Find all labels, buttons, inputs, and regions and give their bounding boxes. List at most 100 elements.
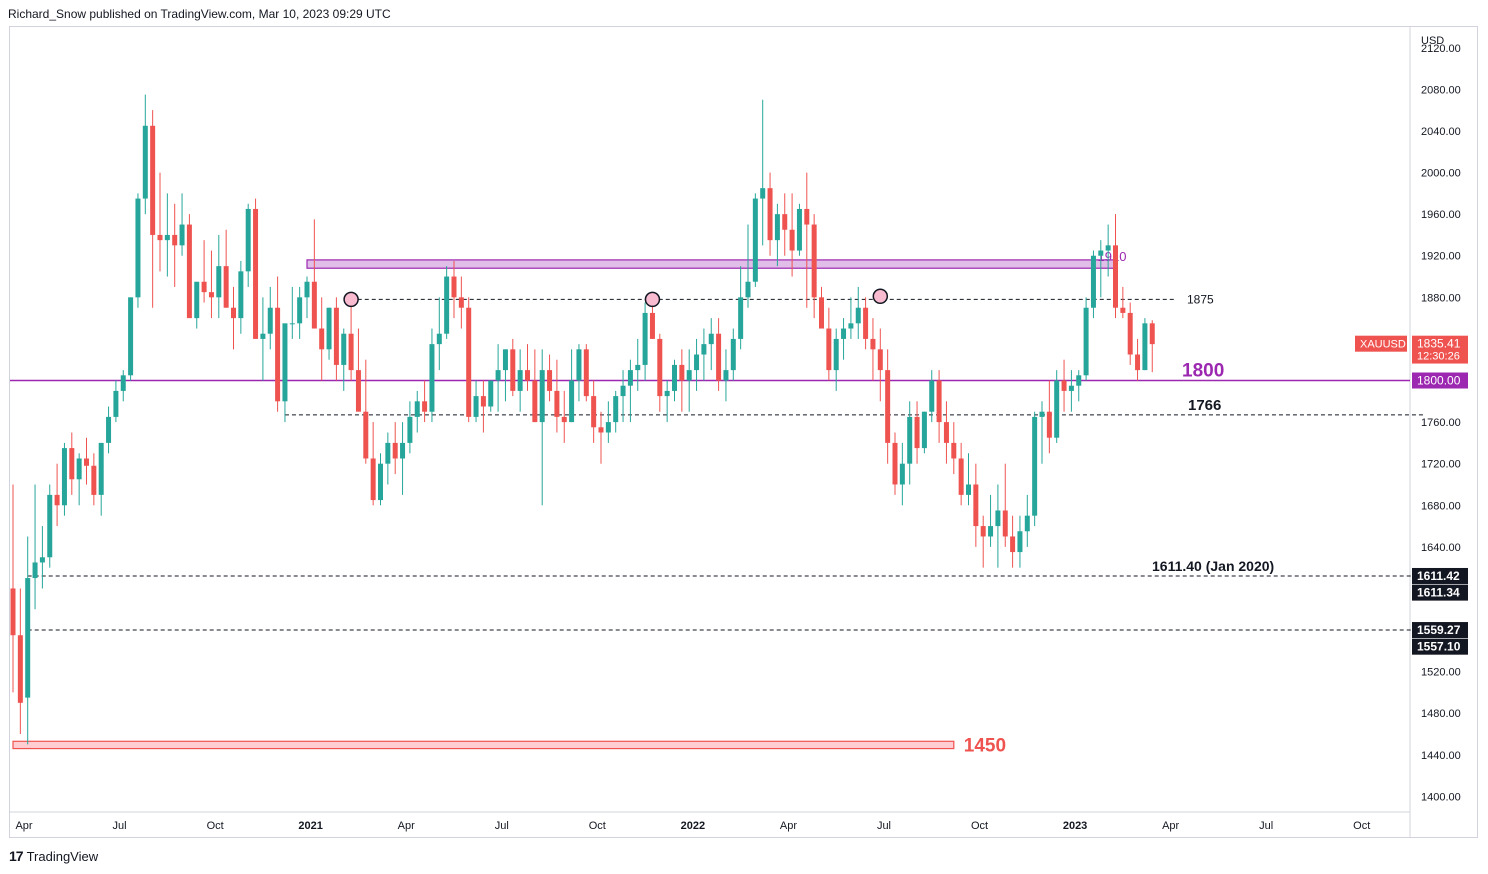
candle-body: [774, 214, 780, 241]
candle: [495, 344, 501, 412]
candle-body: [289, 323, 295, 325]
candle-body: [532, 380, 538, 423]
candle: [1010, 515, 1016, 568]
tradingview-footer[interactable]: 17 TradingView: [9, 848, 98, 864]
x-tick-label: Oct: [589, 820, 606, 832]
candle-body: [128, 297, 134, 376]
candle: [752, 193, 758, 287]
candle: [1142, 318, 1148, 371]
candle-body: [708, 333, 714, 345]
candle-body: [451, 276, 457, 298]
x-tick-label: 2023: [1063, 820, 1087, 832]
candle: [605, 401, 611, 443]
candle-body: [253, 208, 259, 339]
candle-body: [804, 208, 810, 225]
candle-body: [672, 364, 677, 391]
candle: [649, 302, 655, 339]
price-tag-label: 1557.10: [1417, 640, 1461, 654]
price-tag-bg: [1412, 567, 1468, 584]
candle: [172, 203, 178, 287]
y-tick-label: 1520.00: [1421, 667, 1461, 679]
candle: [598, 411, 604, 464]
y-tick-label: 1920.00: [1421, 251, 1461, 263]
candle: [583, 344, 589, 402]
x-tick-label: Jul: [495, 820, 509, 832]
candle-body: [10, 588, 16, 636]
candle-body: [1149, 323, 1155, 345]
candle-body: [172, 234, 178, 246]
candle: [892, 432, 898, 495]
chart-frame[interactable]: [9, 26, 1478, 838]
candle: [304, 276, 310, 319]
candle: [738, 266, 744, 350]
candle-body: [348, 333, 354, 371]
candle: [782, 193, 788, 256]
candle: [1002, 463, 1008, 547]
price-tag-label: 1559.27: [1417, 623, 1461, 637]
candle: [194, 281, 200, 329]
candle: [502, 349, 508, 402]
candle: [591, 380, 597, 443]
price-tag-label: 1835.41: [1417, 337, 1461, 351]
candle-body: [76, 458, 82, 480]
candle-body: [231, 307, 236, 319]
candle-body: [870, 338, 876, 350]
y-tick-label: 1480.00: [1421, 708, 1461, 720]
candle-body: [480, 396, 486, 407]
touch-marker: [644, 291, 661, 308]
candle-body: [135, 198, 141, 298]
candle-body: [429, 344, 435, 412]
candle-body: [943, 422, 949, 443]
chart-grid: [10, 27, 1411, 838]
candle: [988, 494, 994, 547]
candle-body: [863, 307, 869, 339]
candle: [833, 328, 839, 391]
candle-body: [1039, 411, 1045, 417]
x-tick-label: Jul: [113, 820, 127, 832]
candle: [561, 390, 567, 443]
candle-body: [333, 307, 339, 365]
candle: [1046, 380, 1052, 454]
candle-body: [392, 442, 398, 459]
candle-body: [260, 333, 266, 339]
candle-body: [282, 323, 288, 402]
candle-body: [885, 370, 891, 443]
candle: [407, 401, 413, 454]
candle-body: [752, 198, 758, 282]
candle-body: [495, 370, 501, 381]
candle-body: [267, 307, 273, 334]
candle-body: [98, 442, 104, 495]
candle: [451, 260, 457, 319]
candle-body: [1061, 380, 1067, 391]
candle: [811, 214, 817, 319]
candle: [774, 203, 780, 267]
candle: [348, 297, 354, 381]
candle-body: [84, 458, 89, 466]
candle: [1127, 302, 1133, 365]
candle-body: [444, 276, 450, 334]
candle: [275, 276, 281, 412]
candle-body: [907, 416, 913, 464]
candle-body: [208, 292, 214, 298]
x-tick-label: Oct: [971, 820, 988, 832]
price-tag: 1611.34: [1412, 584, 1468, 601]
candle-body: [164, 234, 170, 241]
candle-body: [958, 458, 964, 495]
candle-body: [69, 448, 75, 480]
candle: [921, 411, 927, 454]
candle-body: [385, 442, 391, 464]
candle-body: [789, 229, 795, 251]
candle: [91, 453, 97, 506]
candle: [657, 333, 663, 412]
candle-body: [723, 370, 729, 381]
candle: [745, 224, 751, 308]
candle: [569, 349, 575, 423]
candle-body: [642, 312, 648, 365]
candle-body: [605, 422, 611, 433]
candle-body: [826, 328, 832, 371]
candle: [76, 453, 82, 506]
candle: [98, 442, 104, 516]
candle: [422, 380, 428, 423]
candle: [458, 276, 464, 329]
